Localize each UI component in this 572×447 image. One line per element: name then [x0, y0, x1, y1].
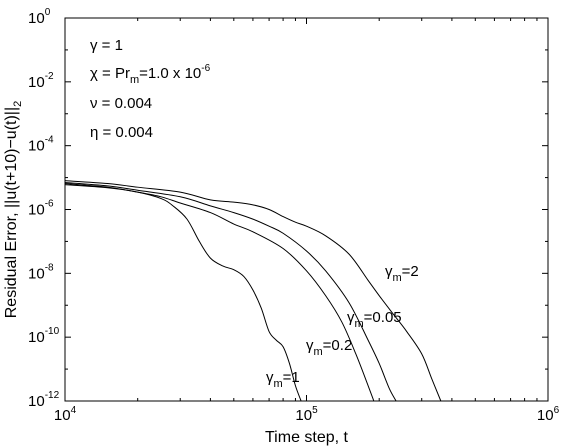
y-tick-label: 10-8 — [28, 262, 54, 282]
y-tick-label: 10-4 — [28, 135, 54, 155]
series-label: γm=0.05 — [347, 309, 402, 330]
series-labels: γm=2 γm=0.05 γm=0.2 γm=1 — [266, 263, 419, 390]
x-axis-title: Time step, t — [265, 429, 349, 446]
y-axis-title: Residual Error, ||u(t+10)−u(t)||2 — [3, 101, 24, 319]
series-label: γm=0.2 — [306, 337, 352, 358]
annotation-text: χ = Prm=1.0 x 10-6 — [90, 63, 211, 86]
annotation-text: γ = 1 — [90, 37, 123, 54]
y-tick-label: 10-2 — [28, 71, 54, 91]
annotation-text: ν = 0.004 — [90, 95, 152, 112]
parameter-annotations: γ = 1 χ = Prm=1.0 x 10-6 ν = 0.004 η = 0.00… — [90, 37, 211, 141]
series-label: γm=1 — [266, 369, 300, 390]
y-tick-label: 10-12 — [28, 390, 60, 410]
annotation-text: η = 0.004 — [90, 124, 153, 141]
series-label: γm=2 — [385, 263, 419, 284]
tick-labels: 104 105 106 100 10-2 10-4 10-6 10-8 10-10 10-12 — [28, 7, 560, 424]
x-tick-label: 104 — [54, 405, 77, 424]
x-tick-label: 106 — [537, 405, 560, 424]
series-line — [64, 184, 302, 402]
y-tick-label: 10-10 — [28, 326, 60, 346]
series-lines — [64, 180, 442, 402]
y-tick-label: 10-6 — [28, 199, 54, 219]
series-line — [64, 180, 442, 402]
x-tick-label: 105 — [295, 405, 318, 424]
series-line — [64, 182, 397, 402]
y-tick-label: 100 — [28, 7, 51, 27]
axis-ticks — [64, 17, 549, 402]
